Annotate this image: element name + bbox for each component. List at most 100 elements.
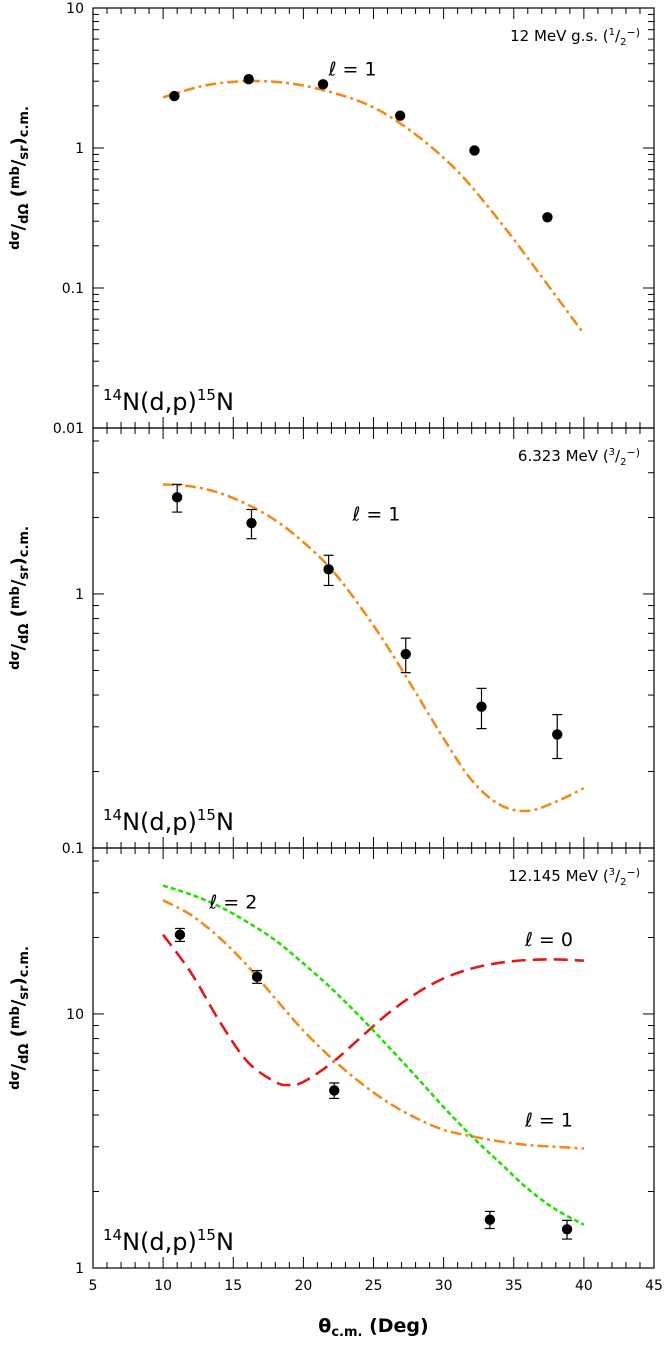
reaction-body: N	[216, 808, 234, 836]
state-label: 6.323 MeV (3/2−)	[518, 446, 640, 468]
data-point	[469, 145, 480, 156]
state-spin-num: 3	[609, 447, 615, 458]
y-label-num: dσ	[8, 650, 23, 669]
y-tick-label: 1	[75, 1261, 84, 1277]
y-label-paren: (	[8, 189, 29, 204]
y-tick-label: 10	[66, 1, 84, 17]
state-spin-num: 1	[609, 27, 615, 38]
state-parity: −)	[626, 26, 640, 39]
x-tick-label: 20	[294, 1278, 312, 1294]
y-label-num: dσ	[8, 1070, 23, 1089]
y-label-unit-den: sr	[17, 145, 32, 160]
x-tick-label: 10	[154, 1278, 172, 1294]
x-axis-label: θc.m. (Deg)	[318, 1315, 428, 1340]
x-tick-label: 40	[575, 1278, 593, 1294]
y-label-sub: c.m.	[17, 526, 32, 557]
series-line	[162, 79, 585, 335]
x-tick-label: 35	[505, 1278, 523, 1294]
y-tick-label: 1	[75, 587, 84, 603]
reaction-mass: 14	[103, 1226, 122, 1244]
data-point	[246, 517, 257, 529]
y-label-unit-num: mb	[8, 586, 23, 609]
reaction-body: N(d,p)	[122, 808, 197, 836]
y-tick-label: 0.1	[62, 281, 84, 297]
x-label-tail: (Deg)	[362, 1315, 428, 1337]
y-label-den: dΩ	[17, 204, 32, 224]
data-point	[174, 929, 186, 940]
y-label-paren: (	[8, 609, 29, 624]
state-label: 12 MeV g.s. (1/2−)	[510, 26, 640, 48]
state-parity: −)	[626, 446, 640, 459]
x-tick-label: 15	[224, 1278, 242, 1294]
y-label-slash: /	[8, 1063, 29, 1070]
data-point	[171, 492, 183, 503]
y-label-slash: /	[8, 223, 29, 230]
y-label-den: dΩ	[17, 1044, 32, 1064]
state-spin-den: 2	[620, 877, 626, 888]
x-tick-label: 25	[365, 1278, 383, 1294]
y-label-slash: /	[8, 579, 29, 586]
x-label-sub: c.m.	[331, 1325, 362, 1340]
reaction-label: 14N(d,p)15N	[103, 386, 234, 416]
x-tick-label: 45	[645, 1278, 663, 1294]
curve-annotation: ℓ = 1	[351, 503, 400, 525]
y-tick-label: 0.1	[62, 841, 84, 857]
data-point	[394, 110, 406, 121]
state-spin-den: 2	[620, 37, 626, 48]
y-tick-label: 1	[75, 141, 84, 157]
reaction-mass: 14	[103, 806, 122, 824]
reaction-mass: 14	[103, 386, 122, 404]
curve-annotation: ℓ = 1	[524, 1110, 573, 1132]
series-line	[162, 933, 584, 1087]
reaction-label: 14N(d,p)15N	[103, 806, 234, 836]
reaction-mass: 15	[197, 806, 216, 824]
plot-frame	[92, 847, 655, 1269]
data-point	[323, 564, 334, 575]
y-label-slash: /	[8, 999, 29, 1006]
y-label-paren: )	[8, 977, 29, 985]
y-label-paren: )	[8, 557, 29, 565]
state-spin-den: 2	[620, 457, 626, 468]
curve-annotation: ℓ = 1	[328, 58, 377, 80]
data-point	[317, 79, 329, 90]
data-point	[169, 90, 180, 102]
state-parity: −)	[626, 866, 640, 879]
y-label-sub: c.m.	[17, 106, 32, 137]
reaction-body: N(d,p)	[122, 1228, 197, 1256]
y-label-paren: (	[8, 1029, 29, 1044]
state-energy: 6.323 MeV (	[518, 447, 609, 465]
state-spin-slash: /	[615, 447, 621, 465]
y-label-den: dΩ	[17, 624, 32, 644]
y-label-slash: /	[8, 159, 29, 166]
curve-annotation: ℓ = 2	[208, 892, 257, 914]
y-label-unit-den: sr	[17, 565, 32, 580]
reaction-label: 14N(d,p)15N	[103, 1226, 234, 1256]
reaction-body: N	[216, 1228, 234, 1256]
series-line	[162, 899, 584, 1150]
x-tick-label: 5	[89, 1278, 98, 1294]
data-point	[561, 1224, 573, 1235]
y-label-unit-den: sr	[17, 985, 32, 1000]
state-spin-slash: /	[615, 867, 621, 885]
data-point	[400, 648, 411, 660]
y-label-paren: )	[8, 137, 29, 145]
y-axis-label: dσ/dΩ (mb/sr)c.m.	[8, 946, 32, 1090]
y-axis-label: dσ/dΩ (mb/sr)c.m.	[8, 526, 32, 670]
data-point	[542, 212, 553, 223]
data-point	[476, 701, 487, 712]
state-spin-slash: /	[615, 27, 621, 45]
y-tick-label: 10	[66, 1007, 84, 1023]
state-label: 12.145 MeV (3/2−)	[508, 866, 640, 888]
series-line	[163, 483, 585, 813]
data-point	[329, 1085, 340, 1096]
reaction-mass: 15	[197, 386, 216, 404]
y-label-unit-num: mb	[8, 166, 23, 189]
panel-2: 10.1ℓ = 16.323 MeV (3/2−)14N(d,p)15Ndσ/d…	[8, 427, 655, 857]
y-label-num: dσ	[8, 230, 23, 249]
data-point	[552, 729, 563, 740]
state-spin-num: 3	[609, 867, 615, 878]
